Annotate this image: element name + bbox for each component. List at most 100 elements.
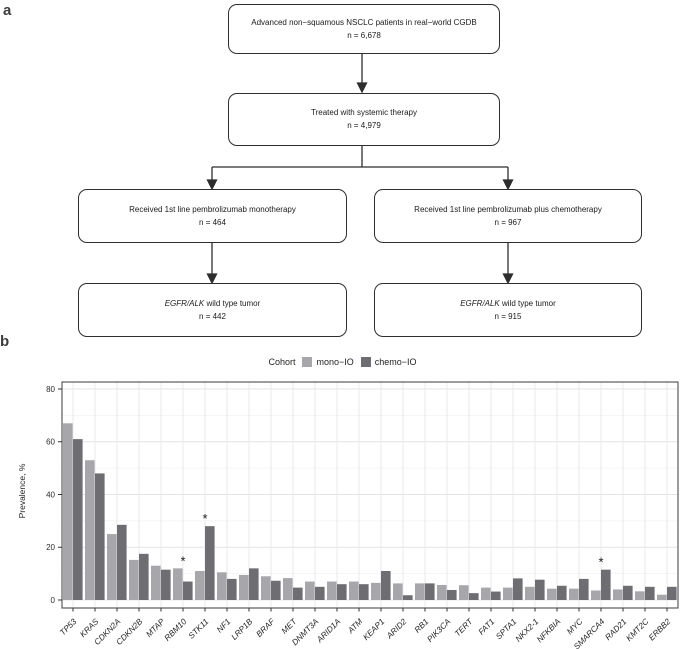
flow-box-cgdb-n: n = 6,678 [347,30,381,40]
y-tick-label: 80 [46,385,55,394]
bar-MYC-mono-IO [569,588,579,600]
gene-names-italic: EGFR/ALK [164,298,205,308]
bar-RB1-mono-IO [415,583,425,600]
x-tick-label-RAD21: RAD21 [603,617,628,642]
flowchart-arrows [206,54,514,285]
bar-CDKN2B-chemo-IO [139,553,149,600]
x-tick-label-NF1: NF1 [215,617,232,634]
x-tick-label-MET: MET [280,616,299,635]
flow-box-chemo-title: Received 1st line pembrolizumab plus che… [414,204,602,214]
flow-box-mono-therapy: Received 1st line pembrolizumab monother… [78,189,347,243]
bar-DNMT3A-chemo-IO [315,586,325,600]
flow-box-chemo-n: n = 967 [494,217,522,227]
bar-PIK3CA-mono-IO [437,584,447,600]
bar-TERT-mono-IO [459,585,469,600]
bar-RBM10-mono-IO [173,568,183,600]
bar-MYC-chemo-IO [579,578,589,600]
bar-ERBB2-chemo-IO [667,586,677,600]
legend-title: Cohort [268,357,296,367]
significance-asterisk-STK11: * [202,511,207,526]
bar-LRP1B-chemo-IO [249,568,259,600]
flow-box-mono-wt-n: n = 442 [199,311,226,321]
bar-NF1-chemo-IO [227,578,237,600]
bar-MTAP-mono-IO [151,565,161,600]
arrowhead-icon [206,179,218,191]
bar-KRAS-mono-IO [85,460,95,600]
legend-item-chemo-io: chemo−IO [360,357,417,367]
bar-CDKN2A-mono-IO [107,534,117,600]
legend-item-mono-io: mono−IO [302,357,354,367]
mono-io-swatch-icon [302,357,313,367]
x-tick-label-LRP1B: LRP1B [230,617,255,642]
y-tick-label: 20 [46,543,55,552]
x-tick-label-KMT2C: KMT2C [624,617,650,643]
bar-RAD21-chemo-IO [623,585,633,600]
bars [63,423,677,600]
bar-STK11-chemo-IO [205,526,215,600]
bar-BRAF-mono-IO [261,576,271,600]
prevalence-bar-chart: * * * 0 20 40 60 80 Prevalence, % TP53 KRAS CDKN2A C… [0,345,685,649]
significance-asterisk-RBM10: * [180,553,185,568]
bar-NKX2-1-chemo-IO [535,579,545,600]
bar-MET-chemo-IO [293,587,303,600]
flow-box-mono-wt-title: EGFR/ALK wild type tumor [165,299,261,309]
bar-ERBB2-mono-IO [657,594,667,600]
bar-KMT2C-chemo-IO [645,586,655,600]
bar-KMT2C-mono-IO [635,591,645,600]
bar-CDKN2A-chemo-IO [117,524,127,600]
bar-TERT-chemo-IO [469,593,479,600]
bar-KEAP1-chemo-IO [381,570,391,600]
arrowhead-icon [502,179,514,191]
patient-flowchart: Advanced non−squamous NSCLC patients in … [78,4,642,337]
flow-box-cgdb: Advanced non−squamous NSCLC patients in … [228,4,500,54]
flow-box-cgdb-title: Advanced non−squamous NSCLC patients in … [251,17,477,27]
panel-b-label: b [0,333,10,350]
flow-box-chemo-therapy: Received 1st line pembrolizumab plus che… [374,189,642,243]
x-tick-label-FAT1: FAT1 [477,617,497,637]
bar-ATM-mono-IO [349,581,359,600]
flow-box-systemic-therapy: Treated with systemic therapy n = 4,979 [228,93,500,146]
arrowhead-icon [502,273,514,285]
bar-MET-mono-IO [283,578,293,600]
bar-RBM10-chemo-IO [183,581,193,600]
bar-FAT1-chemo-IO [491,591,501,600]
bar-STK11-mono-IO [195,570,205,600]
flow-box-chemo-wt-title: EGFR/ALK wild type tumor [460,299,556,309]
bar-KRAS-chemo-IO [95,473,105,600]
flow-box-chemo-wt-n: n = 915 [494,311,522,321]
bar-ARID2-mono-IO [393,583,403,600]
arrowhead-icon [206,273,218,285]
bar-MTAP-chemo-IO [161,569,171,600]
wildtype-text: wild type tumor [499,298,556,308]
bar-KEAP1-mono-IO [371,582,381,600]
chemo-io-swatch-icon [360,357,371,367]
bar-DNMT3A-mono-IO [305,581,315,600]
flow-box-systemic-n: n = 4,979 [347,121,381,130]
bar-NFKBIA-mono-IO [547,588,557,600]
y-tick-label: 60 [46,438,55,447]
flow-box-mono-title: Received 1st line pembrolizumab monother… [129,204,296,214]
x-tick-label-NFKBIA: NFKBIA [535,617,563,645]
bar-ATM-chemo-IO [359,584,369,600]
bar-ARID1A-chemo-IO [337,584,347,600]
bar-TP53-chemo-IO [73,439,83,600]
bar-SMARCA4-chemo-IO [601,569,611,600]
bar-RAD21-mono-IO [613,589,623,600]
legend-label-chemo-io: chemo−IO [374,357,417,367]
x-tick-label-RB1: RB1 [413,617,431,635]
x-tick-label-MYC: MYC [565,617,584,636]
bar-NKX2-1-mono-IO [525,586,535,600]
bar-ARID2-chemo-IO [403,595,413,600]
bar-NF1-mono-IO [217,572,227,600]
x-tick-label-TERT: TERT [453,616,475,638]
arrowhead-icon [356,82,368,94]
bar-RB1-chemo-IO [425,583,435,600]
x-tick-label-KEAP1: KEAP1 [361,617,386,642]
x-tick-label-STK11: STK11 [187,617,211,641]
flow-box-mono-n: n = 464 [199,217,226,227]
x-tick-label-RBM10: RBM10 [163,617,189,643]
bar-FAT1-mono-IO [481,587,491,600]
x-tick-label-PIK3CA: PIK3CA [425,617,452,644]
significance-asterisk-SMARCA4: * [598,555,603,570]
